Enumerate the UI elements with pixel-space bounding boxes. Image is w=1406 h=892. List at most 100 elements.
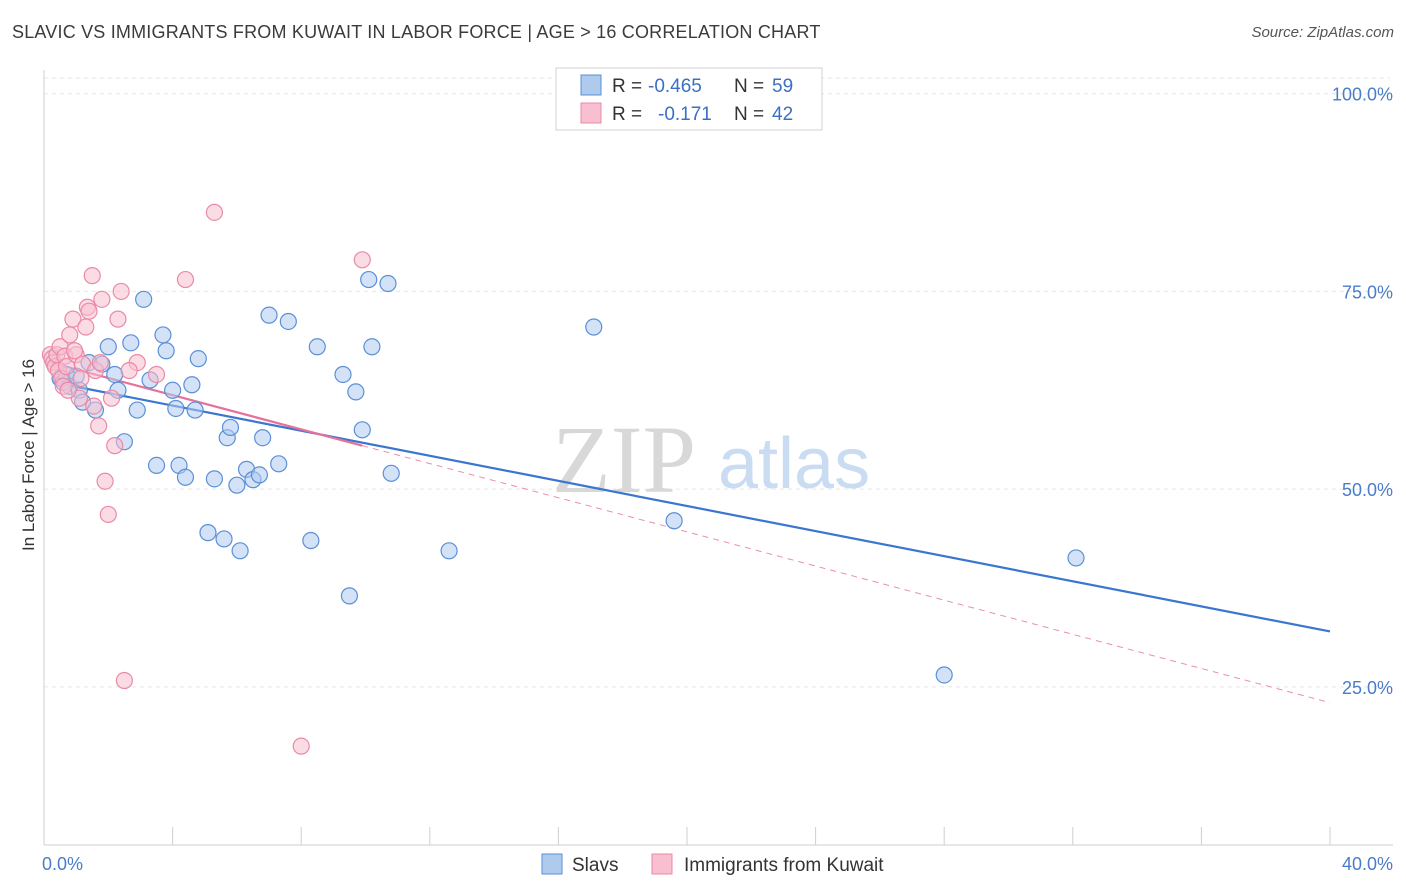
- point-blue-28: [199, 524, 217, 542]
- point-pink-11: [61, 326, 79, 344]
- watermark-atlas: atlas: [718, 424, 870, 504]
- point-blue-30: [215, 530, 233, 548]
- point-blue-37: [250, 466, 269, 484]
- point-blue-14: [122, 334, 140, 352]
- point-pink-16: [77, 318, 95, 336]
- point-blue-15: [128, 401, 146, 419]
- bottom-legend-slavs: Slavs: [572, 855, 618, 876]
- point-pink-33: [59, 381, 77, 399]
- watermark-zip: ZIP: [552, 406, 696, 513]
- point-pink-36: [176, 270, 195, 289]
- trend-line-blue: [53, 381, 1331, 633]
- point-blue-25: [183, 376, 201, 394]
- point-blue-51: [382, 464, 400, 482]
- point-pink-39: [292, 737, 310, 755]
- point-pink-40: [65, 342, 84, 360]
- legend-n-value-slavs: 59: [772, 76, 793, 97]
- legend-n-label-slavs: N =: [734, 76, 764, 97]
- point-blue-49: [363, 338, 381, 356]
- point-pink-25: [102, 389, 121, 407]
- point-blue-48: [360, 270, 378, 289]
- point-blue-32: [221, 418, 240, 437]
- point-blue-41: [279, 312, 297, 331]
- x-tick-label-min: 0.0%: [42, 854, 83, 874]
- point-blue-43: [308, 338, 326, 356]
- point-blue-39: [260, 306, 278, 324]
- point-blue-50: [379, 274, 397, 293]
- point-pink-18: [80, 302, 98, 320]
- point-pink-12: [64, 310, 82, 328]
- point-blue-22: [167, 399, 185, 418]
- trend-line-pink: [50, 361, 363, 447]
- point-pink-28: [112, 282, 130, 301]
- point-blue-34: [231, 542, 249, 560]
- point-pink-27: [109, 310, 127, 328]
- point-blue-40: [270, 455, 288, 473]
- point-blue-52: [440, 542, 458, 560]
- y-tick-label-75: 75.0%: [1342, 282, 1393, 302]
- grid-lines: [44, 77, 1390, 688]
- trend-line-extension-pink: [362, 445, 1331, 704]
- point-blue-45: [340, 587, 359, 605]
- legend-n-value-kuwait: 42: [772, 104, 793, 125]
- point-blue-27: [189, 350, 207, 368]
- y-tick-label-25: 25.0%: [1342, 678, 1393, 698]
- point-blue-53: [585, 318, 603, 336]
- point-blue-11: [106, 365, 124, 384]
- legend-r-value-slavs: -0.465: [648, 76, 702, 97]
- point-pink-34: [72, 369, 90, 388]
- axes: [43, 70, 1393, 846]
- point-blue-47: [353, 421, 371, 439]
- point-blue-56: [935, 666, 953, 684]
- point-pink-31: [147, 365, 166, 384]
- point-blue-33: [228, 476, 246, 494]
- bottom-legend-swatch-kuwait: [651, 853, 673, 875]
- legend-n-label-kuwait: N =: [734, 104, 764, 125]
- point-blue-16: [135, 290, 153, 308]
- source-label: Source: ZipAtlas.com: [1251, 24, 1394, 41]
- point-pink-24: [99, 505, 117, 524]
- point-blue-20: [157, 342, 175, 360]
- point-pink-32: [85, 397, 103, 415]
- point-pink-19: [83, 267, 101, 285]
- data-points: [41, 203, 1085, 755]
- point-blue-21: [164, 381, 182, 399]
- point-pink-22: [93, 290, 111, 308]
- legend-r-label-slavs: R =: [612, 76, 642, 97]
- point-blue-26: [186, 401, 204, 419]
- point-blue-54: [665, 512, 683, 530]
- point-blue-46: [347, 383, 365, 401]
- point-blue-38: [254, 429, 272, 447]
- correlation-legend: R = -0.465 N = 59 R = -0.171 N = 42: [555, 67, 823, 131]
- point-blue-18: [147, 456, 166, 475]
- point-pink-23: [96, 472, 114, 490]
- point-blue-29: [205, 470, 223, 488]
- point-pink-26: [106, 437, 124, 455]
- legend-swatch-kuwait: [580, 102, 602, 124]
- point-blue-24: [176, 468, 195, 486]
- point-blue-10: [99, 338, 117, 356]
- bottom-legend-kuwait: Immigrants from Kuwait: [684, 855, 884, 876]
- point-blue-42: [302, 531, 320, 550]
- point-pink-29: [115, 671, 133, 690]
- point-pink-38: [353, 251, 371, 269]
- y-tick-label-50: 50.0%: [1342, 480, 1393, 500]
- point-pink-41: [91, 354, 109, 372]
- y-tick-label-100: 100.0%: [1332, 85, 1393, 105]
- bottom-legend-swatch-slavs: [541, 853, 563, 875]
- chart-title: SLAVIC VS IMMIGRANTS FROM KUWAIT IN LABO…: [12, 22, 821, 42]
- series-legend: Slavs Immigrants from Kuwait: [541, 853, 884, 876]
- point-pink-37: [205, 203, 223, 221]
- tick-labels: 25.0% 50.0% 75.0% 100.0% 0.0% 40.0%: [42, 85, 1393, 874]
- point-pink-21: [90, 417, 108, 435]
- point-pink-35: [120, 361, 138, 380]
- point-blue-44: [334, 365, 352, 384]
- legend-swatch-slavs: [580, 74, 602, 96]
- trend-lines: [50, 361, 1331, 704]
- point-blue-19: [154, 326, 172, 344]
- x-tick-label-max: 40.0%: [1342, 854, 1393, 874]
- y-axis-label: In Labor Force | Age > 16: [19, 359, 38, 551]
- watermark: ZIP atlas: [552, 406, 870, 513]
- legend-r-value-kuwait: -0.171: [658, 104, 712, 125]
